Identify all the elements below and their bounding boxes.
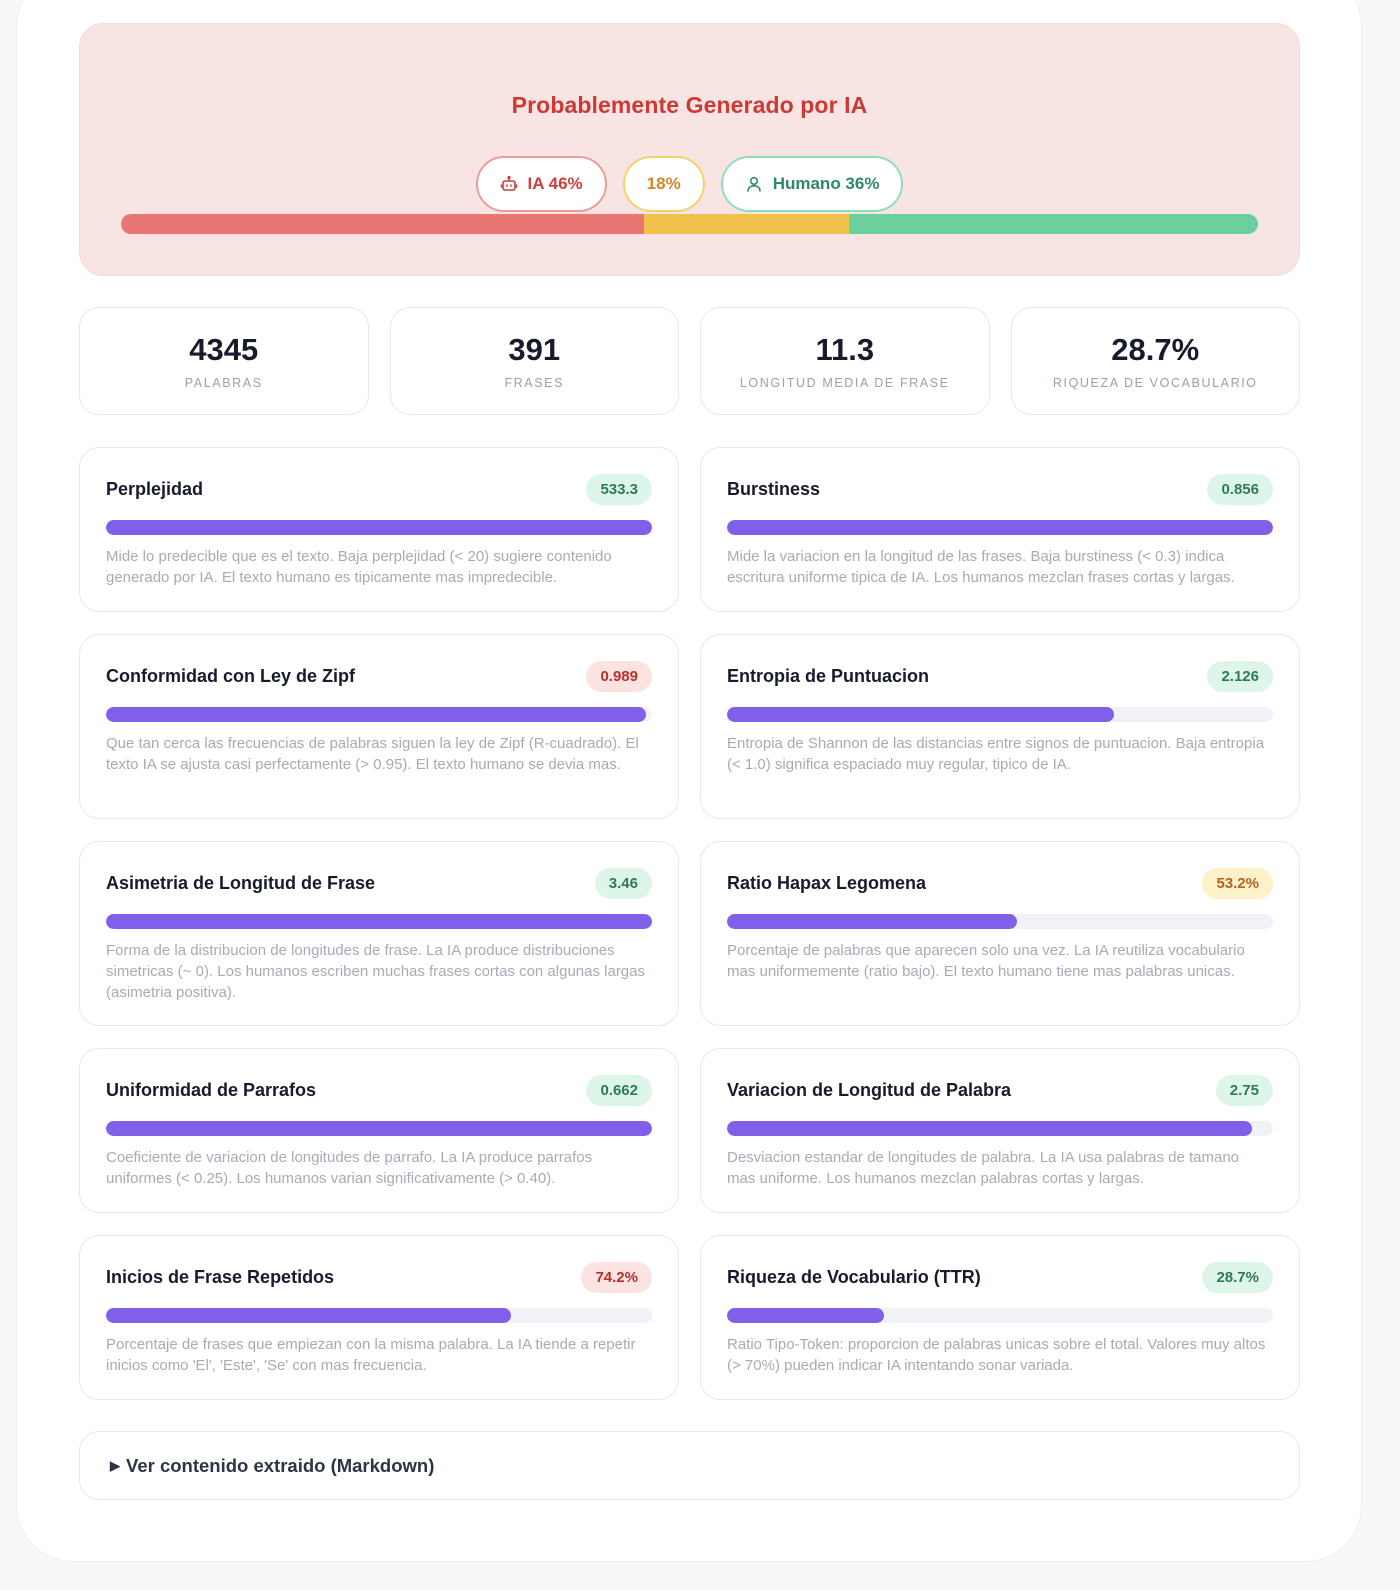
metric-description: Desviacion estandar de longitudes de pal… bbox=[727, 1149, 1240, 1187]
stat-label: PALABRAS bbox=[184, 376, 263, 390]
metric-description: Ratio Tipo-Token: proporcion de palabras… bbox=[727, 1336, 1266, 1374]
metric-progress-fill bbox=[727, 707, 1115, 722]
metric-value-badge: 533.3 bbox=[586, 474, 652, 505]
metric-value-badge: 0.856 bbox=[1207, 474, 1273, 505]
metric-title: Uniformidad de Parrafos bbox=[106, 1080, 317, 1100]
triangle-right-icon: ▶ bbox=[110, 1457, 120, 1473]
metric-title: Riqueza de Vocabulario (TTR) bbox=[727, 1267, 981, 1287]
metric-description: Mide lo predecible que es el texto. Baja… bbox=[106, 548, 612, 586]
metric-progress-fill bbox=[727, 1308, 884, 1323]
stat-value: 28.7% bbox=[1111, 332, 1200, 367]
metric-progress-fill bbox=[106, 707, 646, 722]
metric-card-perplexity: Perplejidad 533.3 Mide lo predecible que… bbox=[79, 447, 679, 612]
metric-description: Porcentaje de palabras que aparecen solo… bbox=[727, 942, 1245, 980]
mixed-segment bbox=[644, 214, 849, 234]
metric-progress-track bbox=[106, 520, 652, 535]
metric-card-sentence-skewness: Asimetria de Longitud de Frase 3.46 Form… bbox=[79, 841, 679, 1026]
metric-card-repeated-starts: Inicios de Frase Repetidos 74.2% Porcent… bbox=[79, 1235, 679, 1400]
stat-label: LONGITUD MEDIA DE FRASE bbox=[739, 376, 950, 390]
metric-title: Asimetria de Longitud de Frase bbox=[106, 873, 376, 893]
metric-card-word-length-variation: Variacion de Longitud de Palabra 2.75 De… bbox=[700, 1048, 1300, 1213]
metric-description: Forma de la distribucion de longitudes d… bbox=[106, 942, 645, 1001]
metric-value-badge: 2.75 bbox=[1215, 1075, 1273, 1106]
stats-row: 4345 PALABRAS 391 FRASES 11.3 LONGITUD M… bbox=[79, 307, 1300, 415]
metric-progress-fill bbox=[106, 1121, 652, 1136]
stat-words: 4345 PALABRAS bbox=[79, 307, 369, 415]
metric-card-ttr: Riqueza de Vocabulario (TTR) 28.7% Ratio… bbox=[700, 1235, 1300, 1400]
metric-progress-track bbox=[727, 914, 1273, 929]
ai-score-label: IA 46% bbox=[527, 174, 583, 193]
verdict-title: Probablemente Generado por IA bbox=[511, 92, 868, 118]
stat-value: 391 bbox=[508, 332, 561, 367]
metric-description: Que tan cerca las frecuencias de palabra… bbox=[106, 735, 639, 773]
human-score-label: Humano 36% bbox=[772, 174, 880, 193]
metric-progress-fill bbox=[727, 1121, 1253, 1136]
score-pills: IA 46% 18% Humano 36% bbox=[80, 156, 1299, 212]
metric-value-badge: 2.126 bbox=[1207, 661, 1273, 692]
metric-progress-fill bbox=[727, 520, 1273, 535]
metric-progress-track bbox=[727, 520, 1273, 535]
ai-score-pill: IA 46% bbox=[475, 156, 607, 212]
mixed-score-pill: 18% bbox=[622, 156, 705, 212]
metric-value-badge: 53.2% bbox=[1202, 868, 1273, 899]
metric-progress-fill bbox=[106, 914, 652, 929]
metric-title: Burstiness bbox=[727, 479, 821, 499]
metric-title: Ratio Hapax Legomena bbox=[727, 873, 927, 893]
user-icon bbox=[745, 175, 763, 193]
metric-progress-track bbox=[106, 707, 652, 722]
metric-progress-track bbox=[106, 1121, 652, 1136]
metric-title: Variacion de Longitud de Palabra bbox=[727, 1080, 1012, 1100]
stat-value: 4345 bbox=[189, 332, 259, 367]
metric-title: Entropia de Puntuacion bbox=[727, 666, 930, 686]
metric-description: Entropia de Shannon de las distancias en… bbox=[727, 735, 1265, 773]
metric-progress-track bbox=[106, 1308, 652, 1323]
metric-card-hapax: Ratio Hapax Legomena 53.2% Porcentaje de… bbox=[700, 841, 1300, 1026]
metric-card-punctuation-entropy: Entropia de Puntuacion 2.126 Entropia de… bbox=[700, 634, 1300, 819]
metric-title: Conformidad con Ley de Zipf bbox=[106, 666, 356, 686]
stat-label: FRASES bbox=[504, 376, 565, 390]
metric-value-badge: 28.7% bbox=[1202, 1262, 1273, 1293]
stat-label: RIQUEZA DE VOCABULARIO bbox=[1052, 376, 1258, 390]
metric-card-zipf: Conformidad con Ley de Zipf 0.989 Que ta… bbox=[79, 634, 679, 819]
extracted-content-toggle[interactable]: ▶ Ver contenido extraido (Markdown) bbox=[79, 1431, 1300, 1500]
metric-description: Coeficiente de variacion de longitudes d… bbox=[106, 1149, 593, 1187]
metric-progress-track bbox=[106, 914, 652, 929]
metric-progress-fill bbox=[106, 520, 652, 535]
stat-avg-sentence-length: 11.3 LONGITUD MEDIA DE FRASE bbox=[700, 307, 990, 415]
metric-card-paragraph-uniformity: Uniformidad de Parrafos 0.662 Coeficient… bbox=[79, 1048, 679, 1213]
mixed-score-label: 18% bbox=[646, 174, 681, 193]
metric-value-badge: 0.989 bbox=[586, 661, 652, 692]
metric-progress-track bbox=[727, 707, 1273, 722]
stat-vocabulary-richness: 28.7% RIQUEZA DE VOCABULARIO bbox=[1010, 307, 1300, 415]
metric-progress-fill bbox=[106, 1308, 512, 1323]
metric-title: Inicios de Frase Repetidos bbox=[106, 1267, 335, 1287]
extracted-content-label: Ver contenido extraido (Markdown) bbox=[126, 1454, 435, 1476]
metric-progress-track bbox=[727, 1308, 1273, 1323]
metric-value-badge: 0.662 bbox=[586, 1075, 652, 1106]
robot-icon bbox=[500, 175, 518, 193]
score-distribution-bar bbox=[121, 214, 1258, 234]
metric-progress-fill bbox=[727, 914, 1018, 929]
stat-sentences: 391 FRASES bbox=[389, 307, 679, 415]
human-segment bbox=[848, 214, 1258, 234]
metric-card-burstiness: Burstiness 0.856 Mide la variacion en la… bbox=[700, 447, 1300, 612]
metric-description: Porcentaje de frases que empiezan con la… bbox=[106, 1336, 636, 1374]
metric-description: Mide la variacion en la longitud de las … bbox=[727, 548, 1235, 586]
metric-value-badge: 3.46 bbox=[594, 868, 652, 899]
metric-progress-track bbox=[727, 1121, 1273, 1136]
metric-value-badge: 74.2% bbox=[581, 1262, 652, 1293]
human-score-pill: Humano 36% bbox=[720, 156, 904, 212]
stat-value: 11.3 bbox=[815, 332, 875, 367]
ai-segment bbox=[121, 214, 645, 234]
metric-title: Perplejidad bbox=[106, 479, 204, 499]
verdict-card: Probablemente Generado por IA IA 46% 18% bbox=[79, 23, 1300, 276]
